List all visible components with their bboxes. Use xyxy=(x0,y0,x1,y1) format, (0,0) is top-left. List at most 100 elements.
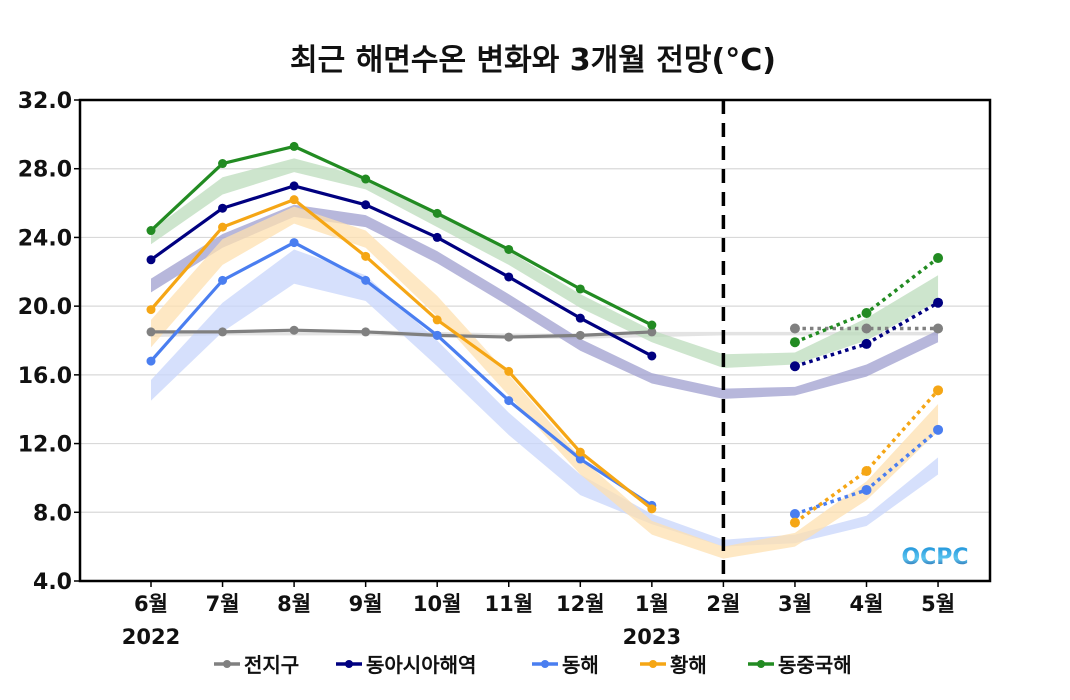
legend-marker-동아시아해역 xyxy=(345,660,353,668)
observed-point-전지구 xyxy=(575,330,585,340)
band-황해 xyxy=(151,206,939,559)
observed-point-전지구 xyxy=(289,325,299,335)
ocpc-logo: OCPC xyxy=(901,545,968,570)
forecast-point-황해 xyxy=(861,466,872,477)
observed-point-동해 xyxy=(504,396,514,406)
forecast-point-동아시아해역 xyxy=(789,361,800,372)
x-tick-label: 4월 xyxy=(850,592,884,616)
x-tick-label: 8월 xyxy=(277,592,311,616)
y-tick-label: 4.0 xyxy=(33,570,72,595)
y-tick-label: 24.0 xyxy=(18,226,72,251)
x-tick-label: 9월 xyxy=(349,592,383,616)
forecast-line-황해 xyxy=(793,389,940,525)
forecast-point-전지구 xyxy=(933,323,944,334)
x-tick-label: 6월 xyxy=(134,592,168,616)
forecast-point-전지구 xyxy=(789,323,800,334)
x-tick-label: 5월 xyxy=(921,592,955,616)
observed-point-동중국해 xyxy=(218,159,228,169)
legend-marker-전지구 xyxy=(223,660,231,668)
observed-line-동아시아해역 xyxy=(150,184,653,358)
y-tick-label: 32.0 xyxy=(18,89,72,114)
forecast-point-동해 xyxy=(933,424,944,435)
x-tick-label: 11월 xyxy=(484,592,533,616)
observed-point-동해 xyxy=(218,275,228,285)
plot-frame-rect xyxy=(78,98,992,583)
observed-point-동해 xyxy=(146,356,156,366)
legend-marker-황해 xyxy=(649,660,657,668)
legend-label-동중국해: 동중국해 xyxy=(778,653,852,677)
band-동중국해 xyxy=(151,158,939,368)
forecast-point-황해 xyxy=(789,517,800,528)
forecast-point-동해 xyxy=(861,484,872,495)
x-tick-label: 1월 xyxy=(635,592,669,616)
y-tick-label: 12.0 xyxy=(18,433,72,458)
forecast-point-동아시아해역 xyxy=(933,297,944,308)
observed-point-황해 xyxy=(146,305,156,315)
plot-frame xyxy=(78,98,992,583)
forecast-point-황해 xyxy=(933,385,944,396)
observed-point-전지구 xyxy=(504,332,514,342)
observed-point-동중국해 xyxy=(575,284,585,294)
observed-point-동중국해 xyxy=(504,244,514,254)
x-tick-label: 10월 xyxy=(413,592,462,616)
forecast-point-동아시아해역 xyxy=(861,338,872,349)
y-axis-ticks: 32.0 28.0 24.0 20.0 16.0 12.0 8.0 4.0 xyxy=(18,89,80,595)
x-tick-label: 2월 xyxy=(706,592,740,616)
x-axis-ticks: 6월 7월 8월 9월 10월 11월 12월 1월 2월 3월 4월 5월 2022 2023 xyxy=(122,581,955,649)
forecast-point-동중국해 xyxy=(789,337,800,348)
forecast-point-동해 xyxy=(789,509,800,520)
band-동해 xyxy=(151,249,939,547)
observed-point-동아시아해역 xyxy=(361,200,371,210)
observed-point-동중국해 xyxy=(289,141,299,151)
observed-point-황해 xyxy=(647,504,657,514)
observed-point-황해 xyxy=(575,447,585,457)
observed-point-동해 xyxy=(289,238,299,248)
observed-point-황해 xyxy=(504,366,514,376)
observed-line-전지구 xyxy=(151,328,652,339)
observed-point-동해 xyxy=(361,275,371,285)
legend-label-동아시아해역: 동아시아해역 xyxy=(366,653,476,677)
observed-point-황해 xyxy=(432,315,442,325)
y-tick-label: 20.0 xyxy=(18,295,72,320)
observed-point-동중국해 xyxy=(361,174,371,184)
x-tick-label: 3월 xyxy=(778,592,812,616)
observed-line-동중국해 xyxy=(149,144,653,327)
legend: 전지구 동아시아해역 동해 황해 동중국해 xyxy=(214,653,852,677)
observed-point-동아시아해역 xyxy=(218,203,228,213)
forecast-point-동중국해 xyxy=(933,253,944,264)
observed-point-전지구 xyxy=(647,327,657,337)
chart-title: 최근 해면수온 변화와 3개월 전망(°C) xyxy=(290,43,776,78)
logo-text: OCPC xyxy=(901,545,968,570)
observed-point-전지구 xyxy=(146,327,156,337)
y-tick-label: 8.0 xyxy=(33,501,72,526)
y-tick-label: 16.0 xyxy=(18,364,72,389)
series-lines xyxy=(146,141,944,528)
forecast-point-동중국해 xyxy=(861,308,872,319)
observed-point-황해 xyxy=(289,195,299,205)
observed-point-동해 xyxy=(432,330,442,340)
legend-label-황해: 황해 xyxy=(670,653,707,677)
observed-point-동중국해 xyxy=(647,320,657,330)
observed-line-황해 xyxy=(149,198,653,511)
observed-point-전지구 xyxy=(218,327,228,337)
x-year-label: 2023 xyxy=(623,625,681,649)
x-year-label: 2022 xyxy=(122,625,180,649)
observed-line-동해 xyxy=(149,240,653,507)
forecast-point-전지구 xyxy=(861,323,872,334)
forecast-line-동아시아해역 xyxy=(794,301,939,368)
observed-point-황해 xyxy=(361,251,371,261)
legend-label-동해: 동해 xyxy=(562,653,599,677)
observed-point-동아시아해역 xyxy=(575,313,585,323)
legend-label-전지구: 전지구 xyxy=(244,653,299,677)
uncertainty-bands xyxy=(151,158,939,559)
y-tick-label: 28.0 xyxy=(18,158,72,183)
observed-point-동아시아해역 xyxy=(504,272,514,282)
observed-point-동중국해 xyxy=(432,208,442,218)
legend-marker-동해 xyxy=(541,660,549,668)
observed-point-동아시아해역 xyxy=(647,351,657,361)
legend-marker-동중국해 xyxy=(757,660,765,668)
x-tick-label: 7월 xyxy=(206,592,240,616)
observed-point-동해 xyxy=(575,454,585,464)
observed-point-황해 xyxy=(218,222,228,232)
